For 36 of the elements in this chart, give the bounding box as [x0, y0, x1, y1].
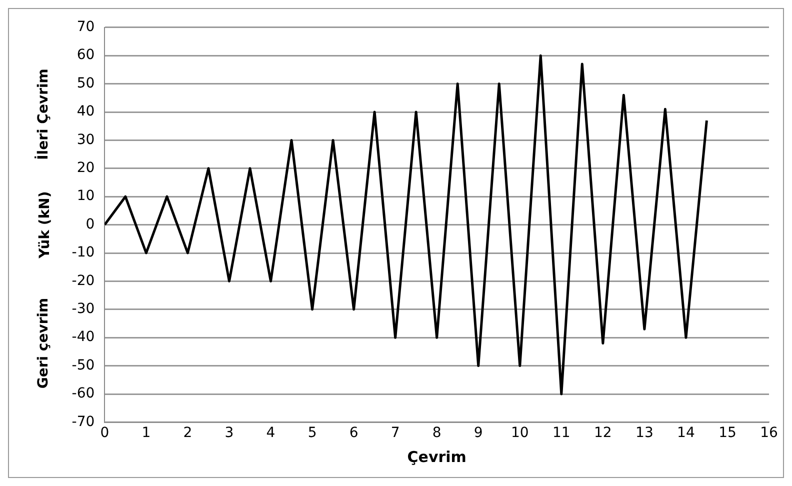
- x-tick-label: 2: [183, 425, 192, 442]
- y-tick-label: -50: [72, 357, 95, 374]
- x-tick-label: 14: [677, 425, 695, 442]
- x-tick-label: 15: [718, 425, 736, 442]
- y-tick-label: -40: [72, 329, 95, 346]
- y-tick-label: -30: [72, 301, 95, 318]
- y-tick-label: -20: [72, 272, 95, 289]
- x-axis-title: Çevrim: [407, 448, 466, 466]
- text: İleri Çevrim: [34, 68, 52, 160]
- x-tick-label: 10: [510, 425, 529, 442]
- x-tick-label: 13: [636, 425, 654, 442]
- y-tick-label: 40: [76, 104, 95, 120]
- x-tick-label: 8: [432, 425, 442, 442]
- x-tick-label: 16: [760, 425, 778, 442]
- x-tick-label: 1: [142, 425, 151, 442]
- x-tick-label: 5: [308, 425, 317, 442]
- x-tick-label: 12: [594, 425, 612, 442]
- x-tick-label: 0: [100, 425, 110, 442]
- x-tick-label: 7: [390, 425, 400, 442]
- y-tick-label: 10: [76, 188, 95, 204]
- x-tick-label: 4: [266, 425, 276, 442]
- y-tick-label: 70: [76, 19, 95, 36]
- text: Geri çevrim: [36, 298, 52, 389]
- x-tick-label: 3: [224, 425, 234, 442]
- y-tick-label: 0: [86, 216, 95, 232]
- y-tick-label: -60: [72, 386, 95, 402]
- x-tick-label: 9: [474, 425, 483, 442]
- y-tick-label: -70: [72, 414, 95, 430]
- x-tick-label: 6: [349, 425, 358, 442]
- y-tick-label: 60: [76, 47, 95, 64]
- y-axis-title: Yük (kN): [37, 191, 54, 260]
- y-tick-label: 50: [76, 75, 95, 92]
- y-tick-label: 30: [76, 132, 95, 148]
- y-tick-label: 20: [76, 160, 95, 176]
- y-tick-label: -10: [72, 244, 95, 261]
- x-tick-label: 11: [552, 425, 570, 442]
